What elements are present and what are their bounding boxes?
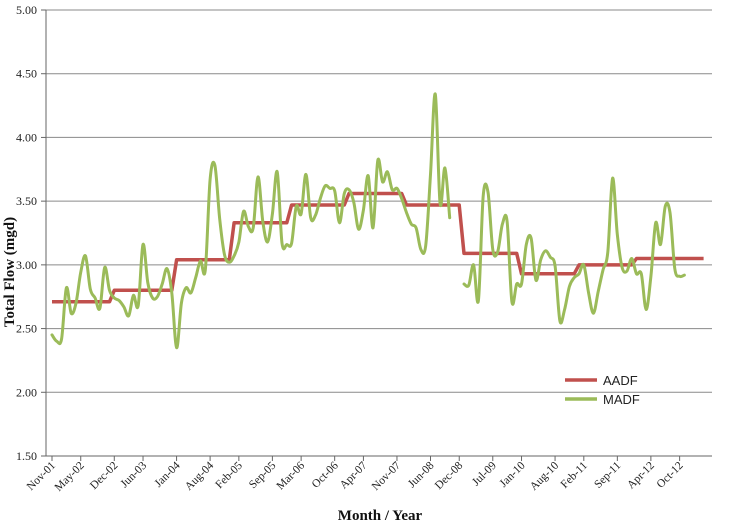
y-axis-title: Total Flow (mgd) bbox=[2, 217, 18, 327]
y-tick-label: 3.50 bbox=[16, 194, 37, 208]
y-tick-label: 3.00 bbox=[16, 258, 37, 272]
gridlines bbox=[46, 9, 712, 457]
series-group bbox=[50, 92, 704, 350]
y-tick-label: 4.00 bbox=[16, 130, 37, 144]
x-tick-label: Nov-01 bbox=[25, 459, 59, 493]
legend-label-aadf: AADF bbox=[603, 373, 638, 388]
x-tick-label: Mar-06 bbox=[275, 459, 308, 492]
y-tick-label: 1.50 bbox=[16, 449, 37, 463]
y-tick-label: 5.00 bbox=[16, 3, 37, 17]
x-tick-label: Aug-10 bbox=[528, 459, 562, 493]
x-tick-label: Sep-11 bbox=[592, 459, 623, 490]
x-tick-label: Apr-12 bbox=[625, 459, 657, 491]
x-tick-label: Oct-06 bbox=[310, 459, 341, 490]
x-tick-label: Aug-04 bbox=[183, 459, 217, 493]
legend: AADF MADF bbox=[565, 373, 640, 407]
x-tick-label: Dec-08 bbox=[433, 459, 466, 492]
x-tick-label: Jun-03 bbox=[119, 459, 150, 490]
x-tick-label: Dec-02 bbox=[88, 459, 121, 492]
y-tick-label: 4.50 bbox=[16, 67, 37, 81]
y-tick-label: 2.00 bbox=[16, 385, 37, 399]
x-tick-label: Nov-07 bbox=[370, 459, 404, 493]
x-tick-label: Oct-12 bbox=[655, 459, 686, 490]
x-tick-label: Feb-05 bbox=[213, 459, 245, 491]
legend-label-madf: MADF bbox=[603, 392, 640, 407]
axes bbox=[45, 10, 712, 457]
x-tick-label: Jul-09 bbox=[470, 459, 499, 488]
x-tick-label: Jun-08 bbox=[406, 459, 437, 490]
y-axis-ticks: 1.50 2.00 2.50 3.00 3.50 4.00 4.50 5.00 bbox=[16, 3, 46, 463]
x-tick-label: Sep-05 bbox=[247, 459, 279, 491]
x-tick-label: Feb-11 bbox=[559, 459, 590, 490]
x-tick-label: May-02 bbox=[53, 459, 87, 493]
x-tick-label: Jan-10 bbox=[497, 459, 527, 489]
y-tick-label: 2.50 bbox=[16, 322, 37, 336]
series-line-madf bbox=[50, 92, 686, 350]
x-axis-title: Month / Year bbox=[338, 508, 423, 524]
x-tick-label: Apr-07 bbox=[338, 459, 370, 491]
x-tick-label: Jan-04 bbox=[153, 459, 183, 489]
